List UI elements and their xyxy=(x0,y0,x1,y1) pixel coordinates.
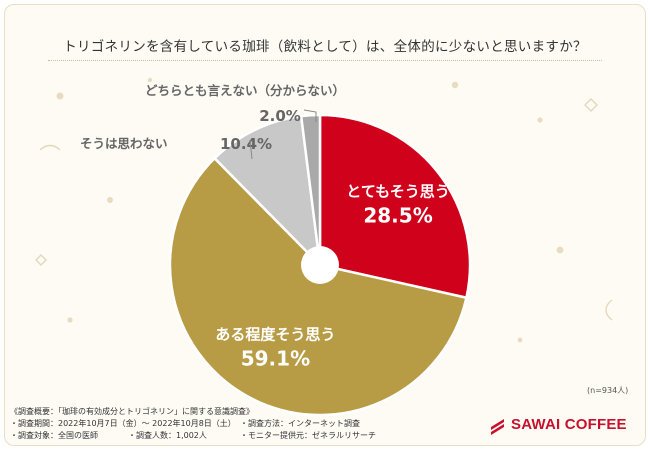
logo-mark-icon xyxy=(491,419,504,435)
sample-size: (n=934人) xyxy=(587,386,629,395)
survey-monitor: ・モニター提供元：ゼネラルリサーチ xyxy=(240,431,376,440)
slice-label-2: ある程度そう思う xyxy=(215,325,335,343)
survey-period: ・調査期間：2022年10月7日（金）～ 2022年10月8日（土） xyxy=(10,419,236,428)
slice-value-2: 59.1% xyxy=(241,346,310,370)
survey-method: ・調査方法：インターネット調査 xyxy=(240,419,360,428)
survey-summary: 《調査概要：「珈琲の有効成分とトリゴネリン」に関する意識調査》 xyxy=(10,407,254,416)
slice-label-4: どちらとも言えない（分からない） xyxy=(145,83,345,98)
slice-value-1: 28.5% xyxy=(363,203,432,227)
chart-title: トリゴネリンを含有している珈琲（飲料として）は、全体的に少ないと思いますか？ xyxy=(63,39,587,55)
pie-slice-2 xyxy=(168,156,468,417)
pie-slice-1 xyxy=(318,113,472,300)
title-area: トリゴネリンを含有している珈琲（飲料として）は、全体的に少ないと思いますか？ xyxy=(0,0,650,61)
sawai-coffee-logo: SAWAI COFFEE xyxy=(487,410,637,438)
pie-slice-3 xyxy=(212,114,322,269)
slice-label-1: とてもそう思う xyxy=(346,182,450,200)
donut-hole xyxy=(301,246,339,284)
logo-text: SAWAI COFFEE xyxy=(511,416,627,433)
survey-target: ・調査対象：全国の医師 xyxy=(10,431,98,440)
pie-slice-4 xyxy=(299,113,322,266)
leader-line-3 xyxy=(249,139,253,160)
slice-label-3: そうは思わない xyxy=(80,136,168,151)
title-divider xyxy=(48,60,602,61)
slice-value-3: 10.4% xyxy=(220,135,272,153)
leader-line-4 xyxy=(303,109,317,122)
survey-count: ・調査人数：1,002人 xyxy=(128,431,207,440)
slice-value-4: 2.0% xyxy=(259,107,301,125)
